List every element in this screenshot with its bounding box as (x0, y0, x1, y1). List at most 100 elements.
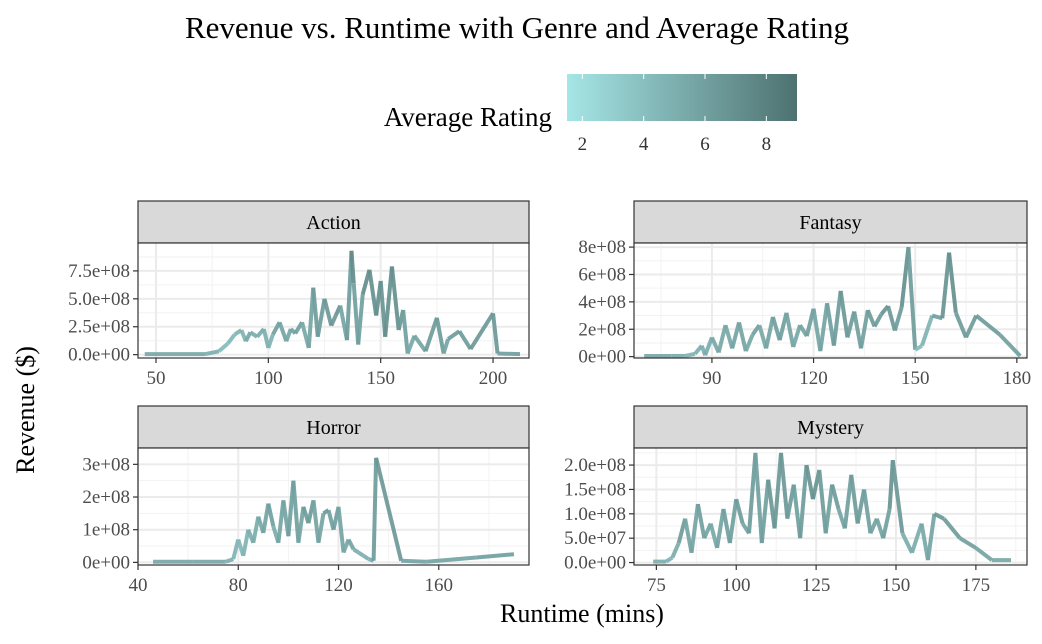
line-segment (226, 333, 237, 345)
line-segment (974, 546, 994, 562)
y-tick-label: 3e+08 (82, 454, 130, 475)
x-tick-label: 80 (229, 575, 248, 596)
line-segment (942, 517, 962, 540)
line-segment (346, 538, 356, 551)
facet-fantasy: Fantasy 90 120 150 180 0e+00 2e+08 4e+08 6e+08 8e… (578, 200, 1032, 389)
line-segment (329, 314, 338, 327)
x-tick-label: 40 (129, 575, 148, 596)
line-segment (852, 311, 863, 349)
facet-strip-label: Mystery (797, 417, 864, 439)
y-tick-label: 2.0e+08 (564, 455, 626, 476)
line-segment (925, 513, 937, 561)
y-tick-label: 5.0e+08 (68, 289, 130, 310)
line-segment (804, 464, 815, 500)
y-tick-label: 1.0e+08 (564, 504, 626, 525)
line-segment (954, 312, 968, 339)
facet-horror: Horror 40 80 120 160 0e+00 1e+08 2e+08 3e+08 (82, 405, 530, 596)
line-segment (784, 312, 796, 348)
line-segment (906, 246, 918, 350)
line-segment (277, 321, 289, 342)
facet-strip-label: Action (306, 212, 360, 234)
line-segment (491, 313, 500, 354)
line-segment (383, 266, 394, 337)
facet-strip (633, 200, 1028, 244)
line-segment (947, 252, 958, 314)
line-segment (426, 555, 477, 564)
line-segment (389, 266, 401, 331)
line-segment (998, 333, 1022, 358)
y-tick-label: 0e+00 (82, 552, 130, 573)
line-segment (778, 452, 790, 519)
x-tick-label: 175 (962, 575, 991, 596)
line-segment (684, 351, 696, 358)
legend-tick-label: 8 (762, 134, 772, 155)
line-segment (964, 314, 978, 339)
line-segment (251, 516, 261, 544)
y-tick-label: 2e+08 (82, 487, 130, 508)
line-segment (423, 317, 439, 352)
facet-mystery: Mystery 75 100 125 150 175 0.0e+00 5.0e+07 1.0e+… (564, 405, 1028, 596)
y-tick-label: 1e+08 (82, 520, 130, 541)
line-segment (872, 313, 884, 328)
line-segment (890, 459, 905, 534)
line-segment (217, 341, 230, 353)
line-segment (457, 330, 473, 351)
line-segment (357, 550, 365, 558)
line-segment (723, 324, 735, 349)
line-segment (862, 489, 873, 534)
y-tick-label: 6e+08 (578, 264, 626, 285)
line-segment (865, 309, 877, 328)
line-segment (933, 512, 945, 521)
line-segment (670, 542, 681, 559)
x-tick-label: 90 (702, 368, 721, 389)
line-segment (441, 338, 451, 355)
panel-background (634, 243, 1027, 358)
line-segment (747, 452, 758, 534)
line-segment (311, 287, 320, 337)
line-segment (266, 503, 276, 527)
y-axis-title: Revenue ($) (11, 346, 40, 474)
line-segment (291, 480, 301, 543)
line-segment (940, 252, 952, 319)
legend-colorbar (567, 74, 797, 121)
line-segment (842, 474, 854, 529)
y-tick-label: 5.0e+07 (564, 528, 626, 549)
line-segment (791, 324, 802, 348)
line-segment (859, 309, 870, 349)
line-segment (352, 547, 360, 555)
line-segment (367, 269, 379, 316)
line-segment (249, 330, 259, 339)
panel-border (633, 447, 1028, 566)
facet-action: Action 50 100 150 200 0.0e+00 2.5e+08 5.0e+08 7.… (68, 200, 530, 389)
line-segment (770, 316, 782, 341)
line-segment (296, 506, 306, 544)
line-segment (831, 290, 843, 346)
line-segment (374, 457, 404, 562)
line-segment (689, 503, 700, 554)
facet-strip (633, 405, 1028, 449)
line-segment (727, 498, 739, 544)
series-line (644, 246, 1022, 358)
y-tick-label: 0.0e+00 (564, 553, 626, 574)
line-segment (349, 250, 356, 284)
line-segment (336, 506, 346, 553)
line-segment (446, 329, 461, 341)
facet-strip (137, 405, 530, 449)
x-tick-label: 50 (146, 368, 165, 389)
facet-strip-label: Fantasy (799, 212, 861, 234)
line-segment (311, 500, 321, 544)
line-segment (910, 522, 924, 554)
legend-tick-label: 6 (700, 134, 710, 155)
line-segment (753, 452, 764, 544)
panel-border (633, 242, 1028, 359)
line-segment (703, 336, 714, 356)
x-tick-label: 100 (722, 575, 751, 596)
panel-border (137, 242, 530, 359)
line-segment (838, 290, 850, 338)
line-segment (405, 334, 417, 355)
line-segment (434, 317, 446, 354)
y-tick-label: 0e+00 (578, 347, 626, 368)
x-tick-label: 180 (1003, 368, 1032, 389)
line-segment (716, 324, 728, 354)
line-segment (734, 498, 745, 525)
